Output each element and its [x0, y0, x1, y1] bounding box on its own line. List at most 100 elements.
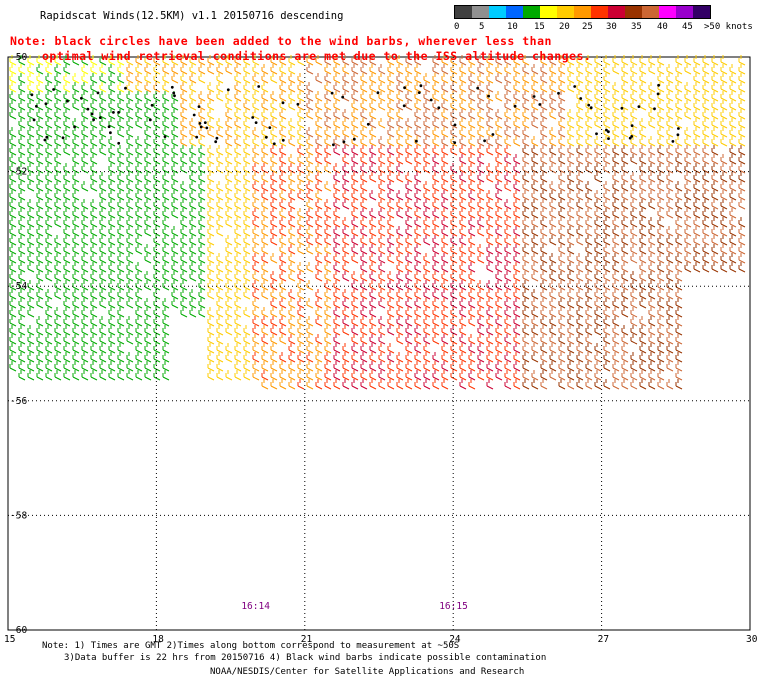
wind-barb	[405, 64, 413, 75]
wind-barb	[405, 352, 413, 363]
wind-barb	[468, 73, 476, 84]
wind-barb	[540, 280, 548, 291]
wind-barb	[432, 91, 440, 102]
wind-barb	[279, 253, 287, 264]
wind-barb	[486, 127, 494, 138]
wind-barb	[369, 100, 377, 111]
wind-barb	[396, 226, 404, 237]
wind-barb	[54, 343, 62, 354]
wind-barb	[180, 208, 188, 219]
wind-barb	[450, 226, 458, 237]
wind-barb	[270, 127, 278, 138]
wind-barb	[306, 361, 314, 372]
wind-barb	[351, 289, 359, 300]
wind-barb	[126, 208, 134, 219]
wind-barb	[495, 208, 503, 219]
wind-barb	[531, 379, 539, 390]
wind-barb	[153, 64, 161, 75]
wind-barb	[189, 244, 197, 255]
wind-barb	[198, 154, 206, 165]
wind-barb	[135, 271, 143, 282]
wind-barb	[189, 217, 197, 228]
wind-barb	[9, 64, 17, 75]
wind-barb	[108, 208, 116, 219]
wind-barb	[45, 145, 53, 156]
wind-barb	[351, 244, 359, 255]
wind-barb	[405, 136, 413, 147]
wind-barb	[648, 118, 656, 129]
wind-barb	[639, 73, 647, 84]
wind-barb	[252, 316, 260, 327]
wind-barb	[108, 55, 116, 66]
wind-barb	[117, 307, 125, 318]
wind-barb	[585, 217, 593, 228]
wind-barb	[675, 352, 683, 363]
wind-barb	[711, 55, 719, 66]
wind-barb	[405, 316, 413, 327]
wind-barb	[702, 100, 710, 111]
wind-barb	[684, 91, 692, 102]
wind-barb	[36, 316, 44, 327]
wind-barb	[585, 280, 593, 291]
wind-barb	[360, 109, 368, 120]
wind-barb	[324, 361, 332, 372]
wind-barb	[117, 64, 125, 75]
wind-barb	[54, 109, 62, 120]
wind-barb	[378, 289, 386, 300]
wind-barb	[360, 181, 368, 192]
wind-barb	[126, 55, 134, 66]
wind-barb	[729, 145, 737, 156]
wind-barb	[351, 343, 359, 354]
wind-barb	[711, 136, 719, 147]
wind-barb	[450, 64, 458, 75]
wind-barb	[522, 118, 530, 129]
wind-barb	[612, 307, 620, 318]
wind-barb	[288, 307, 296, 318]
wind-barb	[27, 343, 35, 354]
wind-barb	[378, 262, 386, 273]
wind-barb	[108, 298, 116, 309]
wind-barb	[459, 127, 467, 138]
wind-barb	[27, 91, 35, 102]
wind-barb	[648, 244, 656, 255]
wind-barb	[45, 82, 53, 93]
wind-barb	[234, 82, 242, 93]
wind-barb	[207, 325, 215, 336]
wind-barb	[531, 64, 539, 75]
wind-barb	[333, 361, 341, 372]
wind-barb	[414, 352, 422, 363]
wind-barb	[675, 82, 683, 93]
wind-barb	[531, 118, 539, 129]
wind-barb	[99, 73, 107, 84]
wind-barb	[531, 325, 539, 336]
wind-barb	[432, 136, 440, 147]
wind-barb	[729, 64, 737, 75]
y-tick-label: -60	[10, 625, 27, 636]
wind-barb	[567, 181, 575, 192]
wind-barb	[522, 172, 530, 183]
wind-barb	[585, 118, 593, 129]
wind-barb	[405, 370, 413, 381]
wind-barb	[144, 91, 152, 102]
wind-barb	[477, 127, 485, 138]
wind-barb	[405, 55, 413, 66]
wind-barb	[504, 100, 512, 111]
wind-barb	[477, 226, 485, 237]
wind-barb	[342, 163, 350, 174]
wind-barb	[261, 343, 269, 354]
wind-barb	[126, 262, 134, 273]
wind-barb	[495, 64, 503, 75]
wind-barb	[279, 163, 287, 174]
wind-barb	[117, 235, 125, 246]
wind-barb	[72, 244, 80, 255]
wind-barb	[459, 100, 467, 111]
wind-barb	[459, 226, 467, 237]
wind-barb	[459, 136, 467, 147]
wind-barb	[288, 316, 296, 327]
wind-barb	[144, 181, 152, 192]
wind-barb	[495, 235, 503, 246]
wind-barb	[513, 190, 521, 201]
wind-barb	[153, 127, 161, 138]
wind-barb	[288, 379, 296, 390]
wind-barb	[648, 379, 656, 390]
